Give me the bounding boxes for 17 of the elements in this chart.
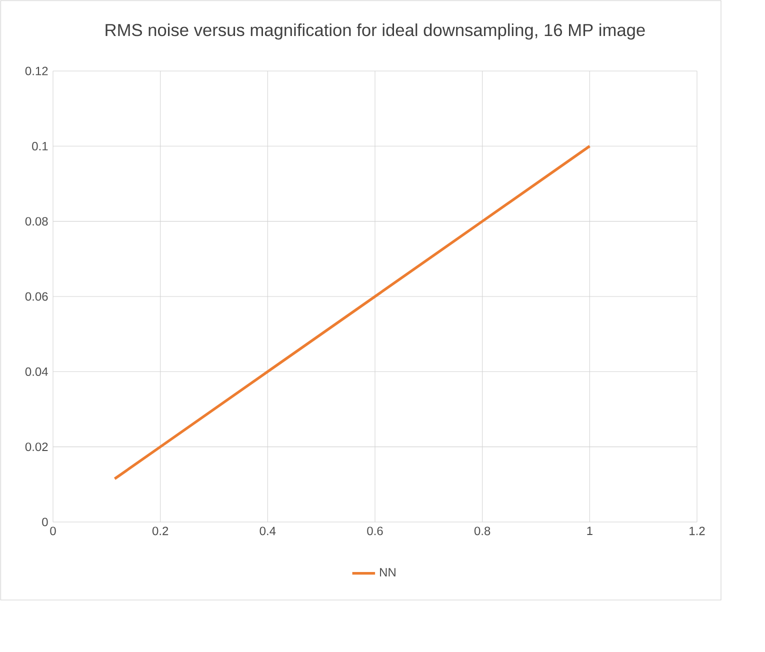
- legend-label: NN: [380, 568, 396, 576]
- x-tick-label: 0: [50, 526, 56, 536]
- x-tick-label: 1: [587, 526, 592, 535]
- y-tick-label: 0.04: [25, 367, 48, 376]
- y-tick-label: 0.1: [32, 142, 48, 150]
- x-tick-label: 0.2: [152, 526, 168, 536]
- x-tick-label: 0.4: [260, 526, 276, 536]
- line-series: [113, 144, 591, 480]
- x-tick-label: 0.8: [474, 526, 490, 536]
- chart-title: RMS noise versus magnification for ideal downsampling, 16 MP image: [106, 23, 645, 40]
- y-tick-label: 0.06: [25, 292, 48, 301]
- y-tick-label: 0.12: [25, 66, 48, 76]
- y-tick-label: 0.08: [25, 217, 48, 226]
- y-tick-label: 0.02: [25, 442, 48, 452]
- x-tick-label: 1.2: [690, 526, 705, 536]
- x-tick-label: 0.6: [367, 526, 383, 536]
- y-tick-label: 0: [42, 518, 48, 526]
